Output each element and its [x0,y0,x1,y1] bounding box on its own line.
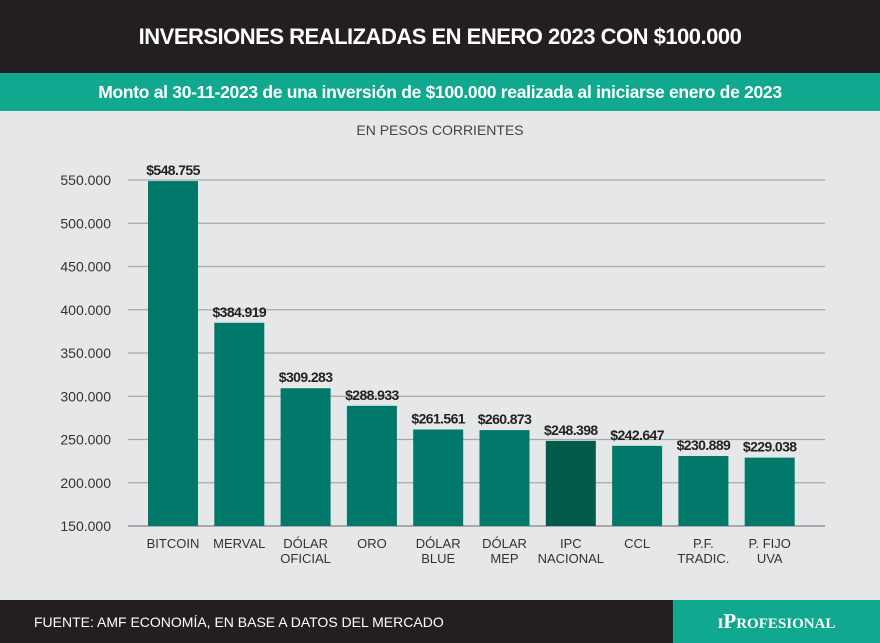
iprofesional-logo: iProfesional [673,600,880,643]
chart-subtitle-band: Monto al 30-11-2023 de una inversión de … [0,73,880,111]
y-tick-label: 450.000 [60,259,111,275]
data-label: $260.873 [478,411,532,427]
data-label: $229.038 [743,439,797,455]
bar [479,430,530,526]
y-tick-label: 150.000 [60,518,111,534]
data-label: $242.647 [610,427,664,443]
bar [612,445,663,526]
y-tick-label: 250.000 [60,432,111,448]
chart-title: INVERSIONES REALIZADAS EN ENERO 2023 CON… [0,0,880,73]
x-tick-label: BLUE [421,551,455,566]
bar [280,388,331,526]
data-label: $309.283 [279,369,333,385]
x-tick-label: DÓLAR [482,536,527,551]
bar [148,181,198,527]
data-label: $384.919 [213,304,267,320]
x-tick-label: ORO [357,536,387,551]
x-tick-label: IPC [560,536,582,551]
data-label: $288.933 [345,387,399,403]
bar [545,440,596,526]
data-label: $261.561 [411,410,465,426]
x-tick-label: DÓLAR [283,536,328,551]
data-label: $248.398 [544,422,598,438]
y-tick-label: 300.000 [60,388,111,404]
x-tick-label: NACIONAL [538,551,604,566]
y-tick-label: 500.000 [60,215,111,231]
bar [744,457,795,526]
x-tick-label: P. FIJO [749,536,791,551]
data-label: $230.889 [677,437,731,453]
x-tick-label: P.F. [693,536,714,551]
x-tick-label: UVA [757,551,783,566]
y-tick-label: 400.000 [60,302,111,318]
unit-label: EN PESOS CORRIENTES [356,122,524,138]
bar [346,405,397,526]
source-note: FUENTE: AMF ECONOMÍA, EN BASE A DATOS DE… [0,600,673,643]
x-tick-label: OFICIAL [280,551,331,566]
x-tick-label: BITCOIN [147,536,200,551]
x-tick-label: TRADIC. [677,551,729,566]
bar [678,456,729,526]
x-tick-label: MERVAL [213,536,265,551]
x-tick-label: MEP [490,551,518,566]
bar [413,429,464,526]
y-tick-label: 200.000 [60,475,111,491]
data-label: $548.755 [146,162,200,178]
y-tick-label: 350.000 [60,345,111,361]
bar [214,322,265,526]
x-tick-label: CCL [624,536,650,551]
bar-chart: 150.000 200.000 250.000 300.000 350.000 400.0… [60,162,825,566]
x-tick-label: DÓLAR [416,536,461,551]
y-tick-label: 550.000 [60,172,111,188]
